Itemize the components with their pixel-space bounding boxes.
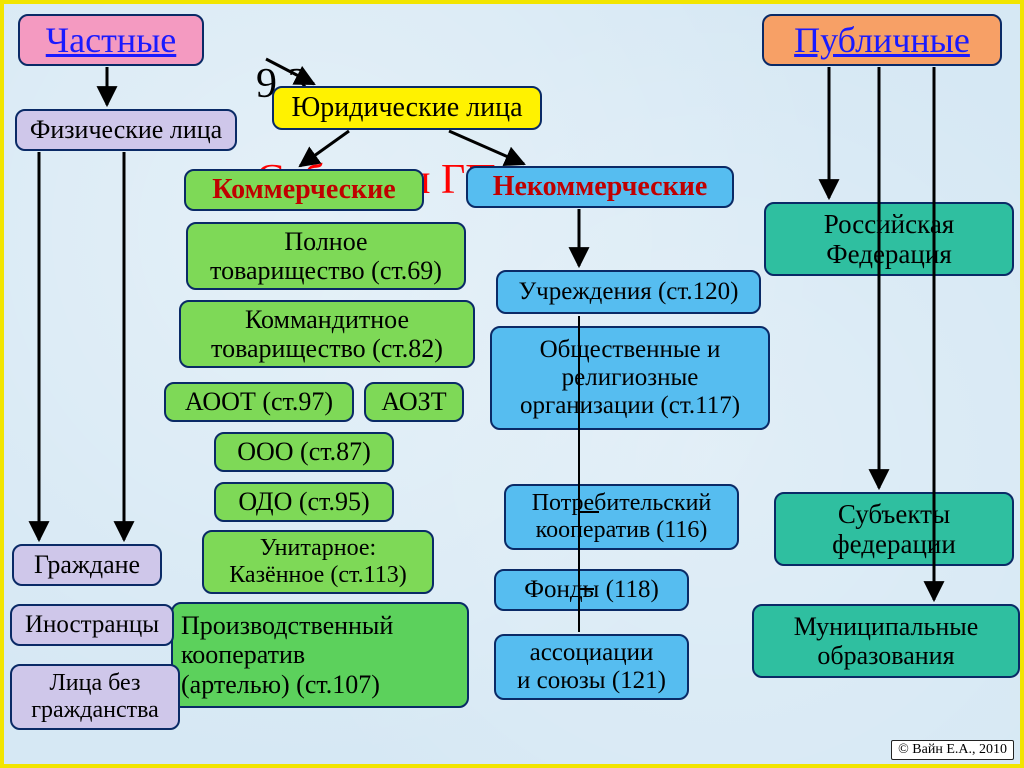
node-foreigners: Иностранцы <box>10 604 174 646</box>
copyright: © Вайн Е.А., 2010 <box>891 740 1014 760</box>
node-coop-label: Производственныйкооператив(артелью) (ст.… <box>181 611 393 698</box>
node-full-partnership-label: Полноетоварищество (ст.69) <box>210 227 442 285</box>
node-foreigners-label: Иностранцы <box>25 611 159 639</box>
node-aozt: АОЗТ <box>364 382 464 422</box>
node-odo-label: ОДО (ст.95) <box>238 487 369 516</box>
cat-public: Публичные <box>762 14 1002 66</box>
node-aoot-label: АООТ (ст.97) <box>185 387 333 416</box>
cat-public-label: Публичные <box>794 20 970 60</box>
node-legal-entities: Юридические лица <box>272 86 542 130</box>
node-citizens: Граждане <box>12 544 162 586</box>
node-komm-partnership-label: Коммандитноетоварищество (ст.82) <box>211 305 443 363</box>
node-munic-label: Муниципальныеобразования <box>794 612 979 670</box>
node-unitary-label: Унитарное:Казённое (ст.113) <box>229 535 407 589</box>
node-institutions-label: Учреждения (ст.120) <box>518 278 738 306</box>
node-legal-entities-label: Юридические лица <box>291 92 522 123</box>
node-consumer-label: Потребительскийкооператив (116) <box>532 490 712 544</box>
node-physical: Физические лица <box>15 109 237 151</box>
node-religious: Общественные ирелигиозныеорганизации (ст… <box>490 326 770 430</box>
cat-private-label: Частные <box>46 20 177 60</box>
node-funds-label: Фонды (118) <box>524 576 659 604</box>
hdr-noncommercial-label: Некоммерческие <box>493 171 708 202</box>
diagram-stage: 9.3. Субъекты ГП Частные Публичные Юриди… <box>0 0 1024 768</box>
node-full-partnership: Полноетоварищество (ст.69) <box>186 222 466 290</box>
node-religious-label: Общественные ирелигиозныеорганизации (ст… <box>520 336 740 420</box>
node-assoc: ассоциациии союзы (121) <box>494 634 689 700</box>
node-stateless: Лица безгражданства <box>10 664 180 730</box>
node-munic: Муниципальныеобразования <box>752 604 1020 678</box>
node-citizens-label: Граждане <box>34 550 140 579</box>
cat-private: Частные <box>18 14 204 66</box>
node-komm-partnership: Коммандитноетоварищество (ст.82) <box>179 300 475 368</box>
node-physical-label: Физические лица <box>30 115 222 144</box>
node-stateless-label: Лица безгражданства <box>31 670 159 724</box>
hdr-commercial: Коммерческие <box>184 169 424 211</box>
page-title: 9.3. Субъекты ГП <box>214 12 496 252</box>
node-institutions: Учреждения (ст.120) <box>496 270 761 314</box>
copyright-text: © Вайн Е.А., 2010 <box>898 742 1007 757</box>
hdr-commercial-label: Коммерческие <box>212 174 396 205</box>
node-funds: Фонды (118) <box>494 569 689 611</box>
node-ooo: ООО (ст.87) <box>214 432 394 472</box>
node-odo: ОДО (ст.95) <box>214 482 394 522</box>
node-rf-label: РоссийскаяФедерация <box>824 209 954 269</box>
node-subj-label: Субъектыфедерации <box>832 499 956 559</box>
node-unitary: Унитарное:Казённое (ст.113) <box>202 530 434 594</box>
node-assoc-label: ассоциациии союзы (121) <box>517 639 666 695</box>
node-subj: Субъектыфедерации <box>774 492 1014 566</box>
node-aoot: АООТ (ст.97) <box>164 382 354 422</box>
node-rf: РоссийскаяФедерация <box>764 202 1014 276</box>
node-aozt-label: АОЗТ <box>381 387 446 416</box>
node-consumer: Потребительскийкооператив (116) <box>504 484 739 550</box>
node-ooo-label: ООО (ст.87) <box>237 437 371 466</box>
node-coop: Производственныйкооператив(артелью) (ст.… <box>171 602 469 708</box>
hdr-noncommercial: Некоммерческие <box>466 166 734 208</box>
